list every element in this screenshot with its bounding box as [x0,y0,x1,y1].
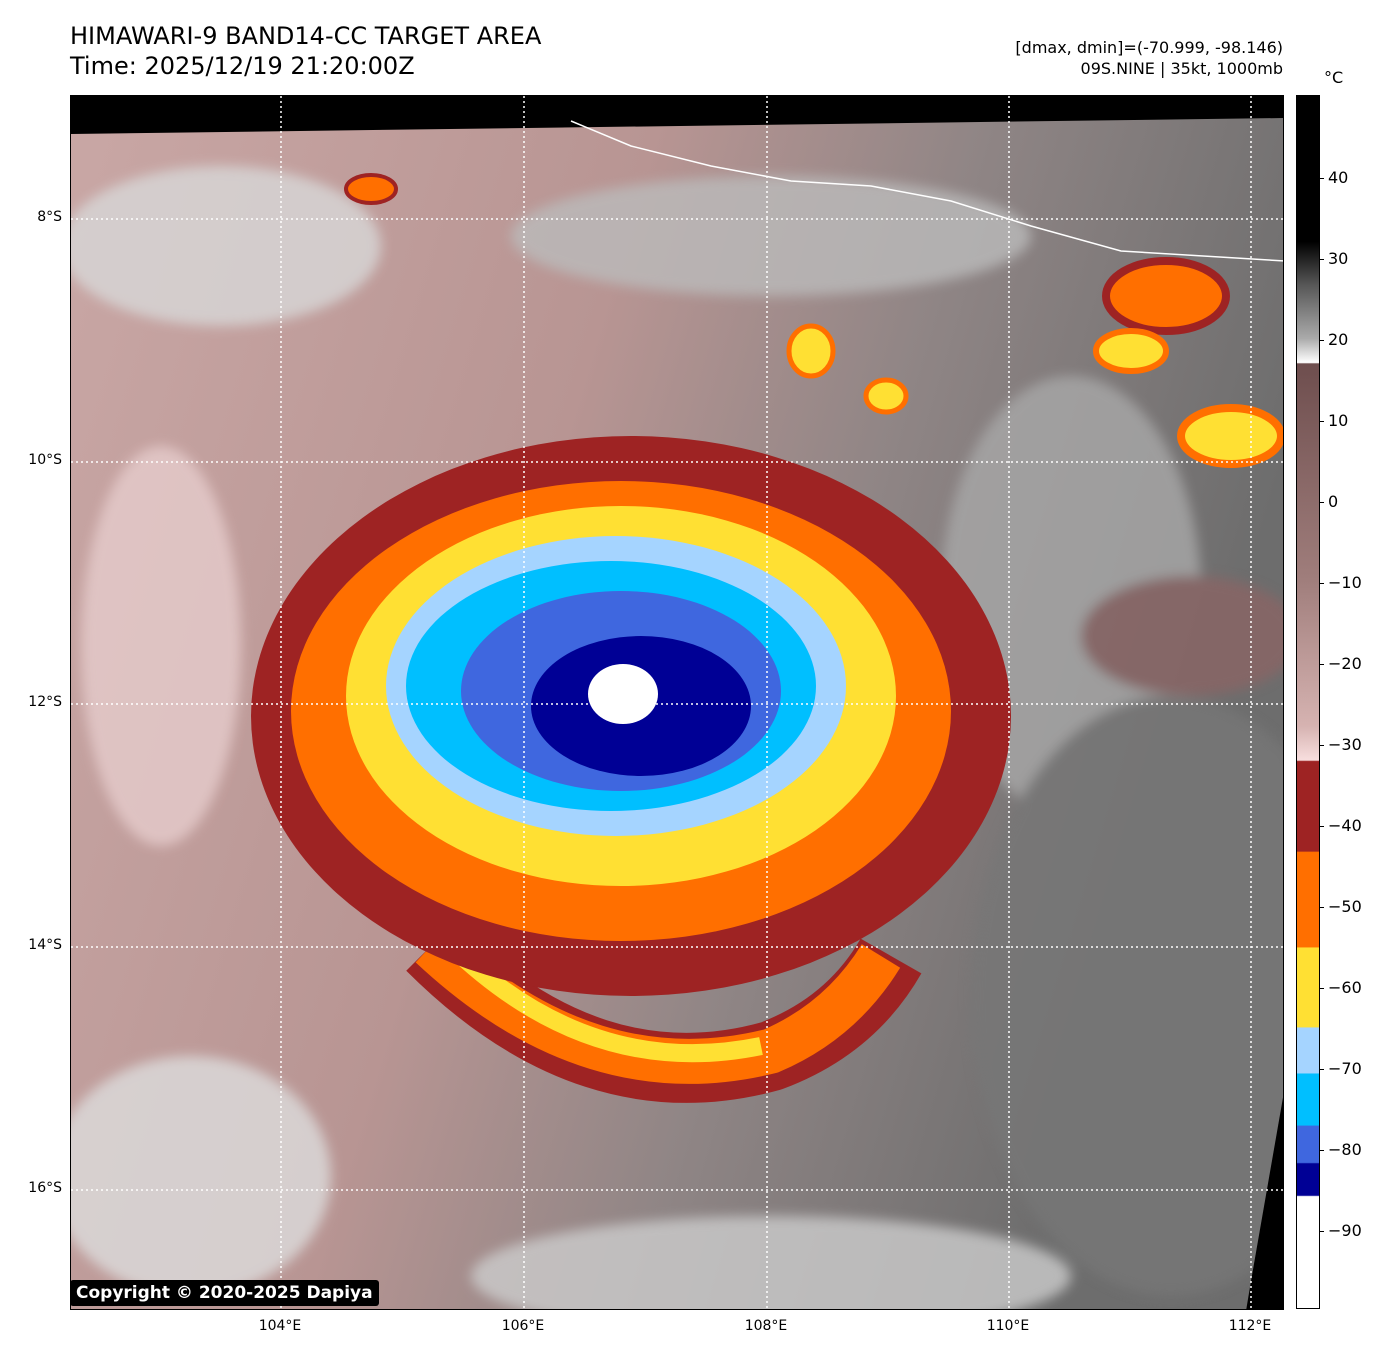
colorbar-tick-mark [1320,259,1324,260]
colorbar-tick-mark [1320,664,1324,665]
map-time: Time: 2025/12/19 21:20:00Z [70,52,415,80]
colorbar-tick-mark [1320,583,1324,584]
data-range: [dmax, dmin]=(-70.999, -98.146) [1015,38,1283,57]
colorbar-tick-mark [1320,1150,1324,1151]
colorbar-tick-mark [1320,1069,1324,1070]
copyright-label: Copyright © 2020-2025 Dapiya [70,1280,379,1306]
colorbar-tick-label: −50 [1328,897,1362,916]
colorbar-tick-label: 40 [1328,168,1349,187]
colorbar-tick-mark [1320,178,1324,179]
cloud-core-white [588,664,658,724]
colorbar-unit: °C [1324,68,1344,87]
lon-label: 106°E [501,1318,545,1334]
lon-label: 110°E [986,1318,1030,1334]
colorbar-tick-label: −60 [1328,978,1362,997]
colorbar-tick-mark [1320,340,1324,341]
colorbar-tick-label: −90 [1328,1221,1362,1240]
lon-label: 108°E [744,1318,788,1334]
colorbar-tick-mark [1320,745,1324,746]
storm-info: 09S.NINE | 35kt, 1000mb [1080,59,1283,78]
map-title: HIMAWARI-9 BAND14-CC TARGET AREA [70,22,542,50]
colorbar-tick-label: −70 [1328,1059,1362,1078]
lon-label: 112°E [1228,1318,1272,1334]
coastline [570,120,1283,262]
colorbar [1296,95,1320,1309]
convective-cells [344,173,1283,468]
colorbar-tick-label: −10 [1328,573,1362,592]
colorbar-tick-label: 10 [1328,411,1349,430]
colorbar-tick-mark [1320,826,1324,827]
colorbar-tick-mark [1320,1231,1324,1232]
colorbar-tick-mark [1320,421,1324,422]
colorbar-tick-mark [1320,907,1324,908]
satellite-map [70,95,1284,1310]
lat-label: 8°S [37,209,62,225]
colorbar-tick-mark [1320,502,1324,503]
no-data-region [71,96,1283,134]
lat-label: 10°S [28,452,62,468]
colorbar-tick-label: −30 [1328,735,1362,754]
graticule [71,96,1283,1309]
colorbar-tick-label: 0 [1328,492,1339,511]
colorbar-tick-label: 30 [1328,249,1349,268]
lat-label: 12°S [28,694,62,710]
no-data-region [1246,1097,1283,1309]
colorbar-tick-label: 20 [1328,330,1349,349]
lat-label: 14°S [28,937,62,953]
lat-label: 16°S [28,1180,62,1196]
colorbar-tick-label: −20 [1328,654,1362,673]
lon-label: 104°E [258,1318,302,1334]
colorbar-tick-label: −80 [1328,1140,1362,1159]
colorbar-tick-label: −40 [1328,816,1362,835]
colorbar-tick-mark [1320,988,1324,989]
